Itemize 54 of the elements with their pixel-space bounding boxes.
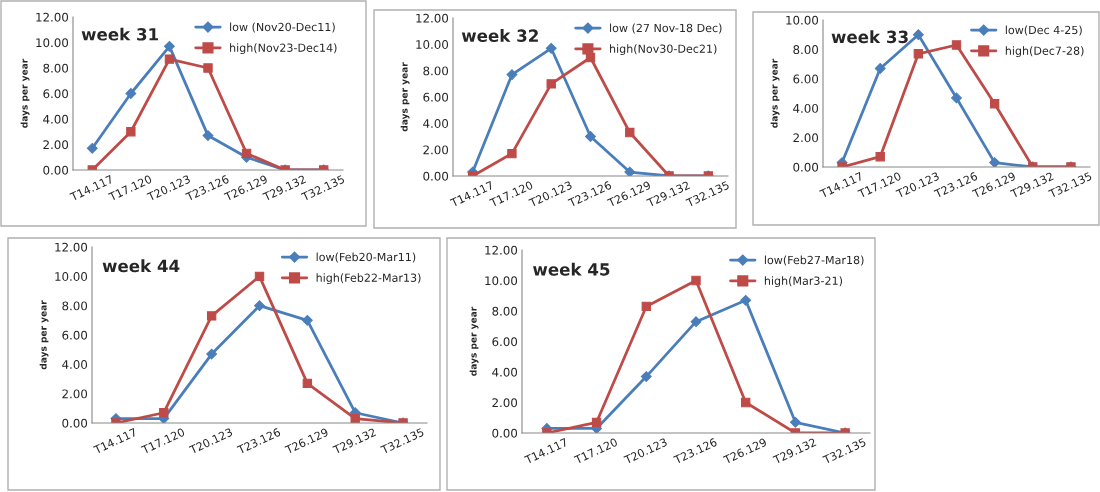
legend-label: high(Nov30-Dec21) <box>610 44 717 56</box>
y-axis-title: days per year <box>469 306 479 376</box>
text: week 31 <box>81 27 159 41</box>
y-tick-label: 6.00 <box>62 330 88 340</box>
y-tick-label: 10.00 <box>36 38 69 48</box>
y-tick-label: 0.00 <box>492 428 518 438</box>
y-tick-label: 0.00 <box>62 418 88 428</box>
y-tick-label: 4.00 <box>43 114 69 124</box>
y-tick-label: 4.00 <box>492 367 518 377</box>
legend-label: high(Mar3-21) <box>764 276 842 288</box>
y-tick-label: 2.00 <box>43 140 69 150</box>
legend-label: high(Feb22-Mar13) <box>316 273 421 285</box>
y-tick-label: 6.00 <box>492 337 518 347</box>
y-tick-label: 12.00 <box>55 242 88 252</box>
y-tick-label: 0.00 <box>43 165 69 175</box>
y-tick-label: 12.00 <box>485 245 518 255</box>
text: week 33 <box>831 30 908 44</box>
y-tick-label: 10.00 <box>55 272 88 281</box>
y-axis-title: days per year <box>20 58 30 128</box>
y-tick-label: 4.00 <box>423 119 449 128</box>
y-tick-label: 12.00 <box>36 12 69 22</box>
legend-label: low (27 Nov-18 Dec) <box>610 23 722 34</box>
y-tick-label: 6.00 <box>423 92 449 102</box>
y-tick-label: 4.00 <box>793 103 819 113</box>
legend-label: low (Nov20-Dec11) <box>230 22 335 33</box>
legend-label: low(Dec 4-25) <box>1005 25 1082 36</box>
y-tick-label: 12.00 <box>416 13 449 23</box>
legend-label: low(Feb20-Mar11) <box>316 252 416 263</box>
y-axis-title: days per year <box>770 58 780 128</box>
y-tick-label: 10.00 <box>485 276 518 286</box>
y-tick-label: 4.00 <box>62 360 88 369</box>
legend-label: low(Feb27-Mar18) <box>764 255 864 266</box>
y-axis-title: days per year <box>39 300 49 370</box>
y-tick-label: 8.00 <box>793 45 819 55</box>
y-tick-label: 8.00 <box>43 63 69 73</box>
y-tick-label: 2.00 <box>492 398 518 408</box>
text: week 44 <box>102 259 180 273</box>
text: week 32 <box>461 29 538 42</box>
y-tick-label: 8.00 <box>423 66 449 76</box>
y-tick-label: 6.00 <box>43 89 69 99</box>
y-tick-label: 10.00 <box>416 40 449 49</box>
legend-label: high(Nov23-Dec14) <box>230 43 337 55</box>
y-tick-label: 2.00 <box>62 389 88 399</box>
text: week 45 <box>533 262 610 276</box>
y-tick-label: 8.00 <box>492 306 518 316</box>
legend-label: high(Dec7-28) <box>1005 46 1084 58</box>
y-tick-label: 2.00 <box>423 145 449 155</box>
y-tick-label: 0.00 <box>793 162 819 172</box>
y-tick-label: 6.00 <box>793 74 819 84</box>
y-tick-label: 8.00 <box>62 301 88 311</box>
y-axis-title: days per year <box>400 62 410 132</box>
y-tick-label: 2.00 <box>793 133 819 143</box>
y-tick-label: 0.00 <box>423 171 449 181</box>
y-tick-label: 10.00 <box>786 15 819 25</box>
